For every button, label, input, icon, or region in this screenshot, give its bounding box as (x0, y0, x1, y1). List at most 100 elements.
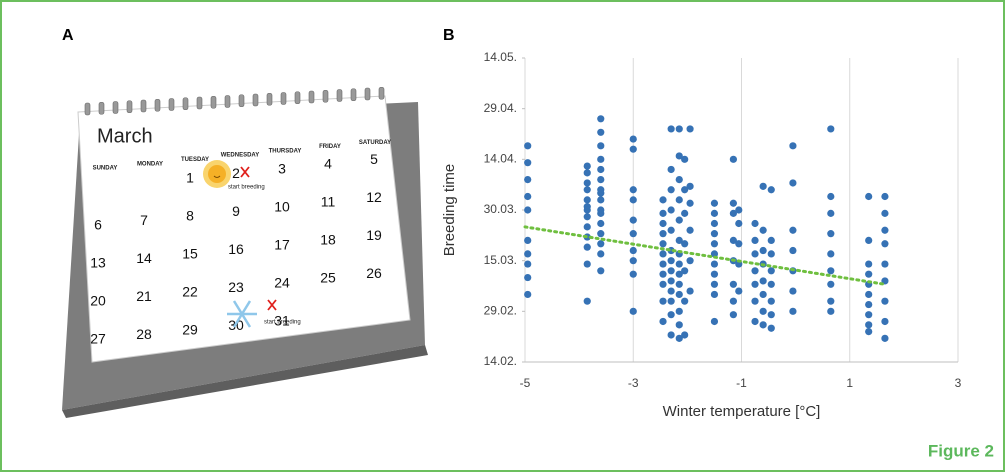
point (751, 236, 759, 244)
point (659, 219, 667, 228)
x-tick-label: -3 (628, 376, 639, 390)
day: 16 (228, 241, 244, 257)
point (767, 280, 775, 288)
point (759, 246, 767, 255)
point (865, 192, 873, 201)
day: 17 (274, 236, 290, 252)
ring (266, 92, 273, 106)
point (629, 270, 637, 278)
point (827, 125, 835, 133)
point (881, 192, 889, 201)
point (767, 311, 775, 319)
point (881, 240, 889, 248)
y-tick-label: 14.04. (484, 152, 517, 166)
point (629, 145, 637, 153)
point (881, 317, 889, 326)
point (667, 331, 675, 339)
point (667, 125, 675, 133)
day: 18 (320, 232, 336, 248)
point (667, 267, 675, 275)
point (583, 179, 591, 187)
day: 9 (232, 203, 240, 219)
point (629, 135, 637, 143)
y-tick-label: 14.02. (484, 354, 517, 368)
point (729, 199, 737, 207)
point (681, 186, 689, 194)
ring (168, 98, 175, 111)
panel-label: A (62, 27, 74, 44)
point (675, 196, 683, 204)
point (675, 236, 683, 244)
day: 20 (90, 293, 106, 309)
ring (98, 101, 105, 115)
point (629, 196, 637, 204)
point (686, 257, 694, 265)
point (597, 209, 605, 217)
y-tick-label: 14.05. (484, 50, 517, 64)
day: 21 (136, 288, 152, 304)
rings (84, 86, 385, 116)
scatter-plot: -5 -3 -1 1 3 14.02. 29.02. 15.03. 30.03. 14.04. 29… (441, 50, 962, 420)
point (681, 240, 689, 248)
point (629, 257, 637, 265)
point (629, 216, 637, 224)
point (597, 155, 605, 163)
point (629, 230, 637, 238)
day: 13 (90, 255, 106, 271)
point (681, 155, 689, 163)
day: 10 (274, 198, 290, 214)
point (865, 300, 873, 309)
point (675, 176, 683, 184)
point (767, 267, 775, 275)
point (597, 240, 605, 248)
point (659, 230, 667, 238)
weekday: FRIDAY (319, 144, 341, 150)
point (710, 230, 719, 238)
x-tick-label: 3 (955, 376, 962, 390)
point (710, 260, 719, 268)
point (827, 280, 835, 288)
day: 31 (274, 312, 290, 328)
point (686, 125, 694, 133)
point (667, 311, 675, 319)
day: 2 (232, 165, 240, 181)
point (524, 273, 532, 282)
point (597, 176, 605, 184)
weekday: WEDNESDAY (221, 153, 259, 159)
point (735, 287, 743, 295)
point (597, 196, 605, 204)
point (881, 226, 889, 234)
ring (294, 91, 301, 105)
ring (308, 90, 315, 104)
point (675, 290, 683, 299)
day: 3 (278, 160, 286, 176)
point (583, 206, 591, 214)
note: start breeding (264, 320, 301, 326)
y-tick-label: 29.04. (484, 101, 517, 115)
point (759, 226, 767, 234)
point (524, 250, 532, 258)
ring (196, 96, 203, 110)
point (667, 186, 675, 194)
note: start breeding (228, 185, 265, 191)
point (865, 290, 873, 299)
point (597, 219, 605, 228)
point (865, 270, 873, 278)
point (597, 230, 605, 238)
point (675, 152, 683, 160)
point (827, 209, 835, 217)
ring (140, 99, 147, 113)
point (659, 297, 667, 305)
point (675, 216, 683, 224)
month: March (97, 125, 153, 147)
point (789, 246, 797, 255)
point (667, 287, 675, 295)
point (751, 297, 759, 305)
point (583, 186, 591, 194)
point (583, 243, 591, 251)
point (729, 209, 737, 217)
y-tick-label: 15.03. (484, 253, 517, 267)
point (710, 219, 719, 228)
point (524, 206, 532, 214)
point (759, 277, 767, 285)
